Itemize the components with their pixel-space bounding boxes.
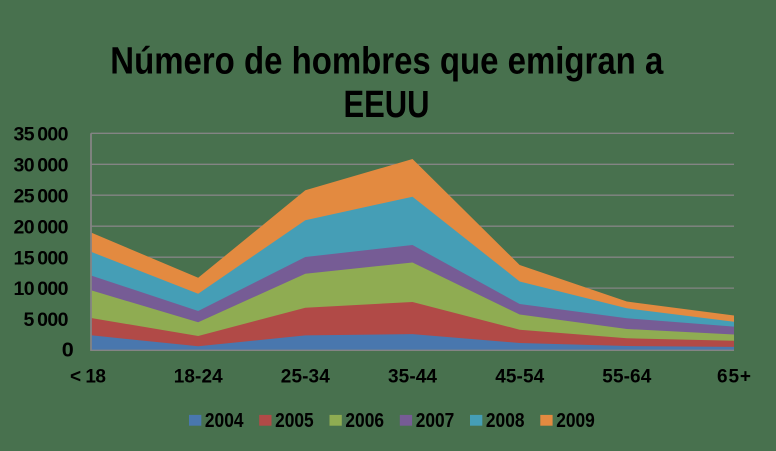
- svg-text:2006: 2006: [345, 410, 384, 432]
- svg-text:< 18: < 18: [70, 367, 106, 388]
- svg-text:35 000: 35 000: [14, 123, 69, 145]
- svg-text:5 000: 5 000: [24, 309, 69, 331]
- svg-text:18-24: 18-24: [174, 367, 223, 388]
- svg-text:2007: 2007: [416, 410, 455, 432]
- svg-text:15 000: 15 000: [14, 247, 69, 269]
- svg-text:30 000: 30 000: [14, 154, 69, 176]
- svg-text:45-54: 45-54: [495, 367, 544, 388]
- svg-text:2008: 2008: [486, 410, 525, 432]
- svg-text:25 000: 25 000: [14, 185, 69, 207]
- svg-text:35-44: 35-44: [388, 367, 437, 388]
- svg-text:25-34: 25-34: [281, 367, 330, 388]
- svg-text:2004: 2004: [205, 410, 244, 432]
- svg-text:Número de hombres que emigran: Número de hombres que emigran a: [110, 41, 664, 83]
- svg-text:10 000: 10 000: [14, 278, 69, 300]
- svg-text:55-64: 55-64: [602, 367, 651, 388]
- svg-text:0: 0: [62, 340, 74, 362]
- svg-text:2005: 2005: [275, 410, 314, 432]
- svg-text:20 000: 20 000: [14, 216, 69, 238]
- svg-text:2009: 2009: [556, 410, 595, 432]
- svg-text:65+: 65+: [717, 367, 751, 388]
- svg-text:EEUU: EEUU: [344, 84, 430, 126]
